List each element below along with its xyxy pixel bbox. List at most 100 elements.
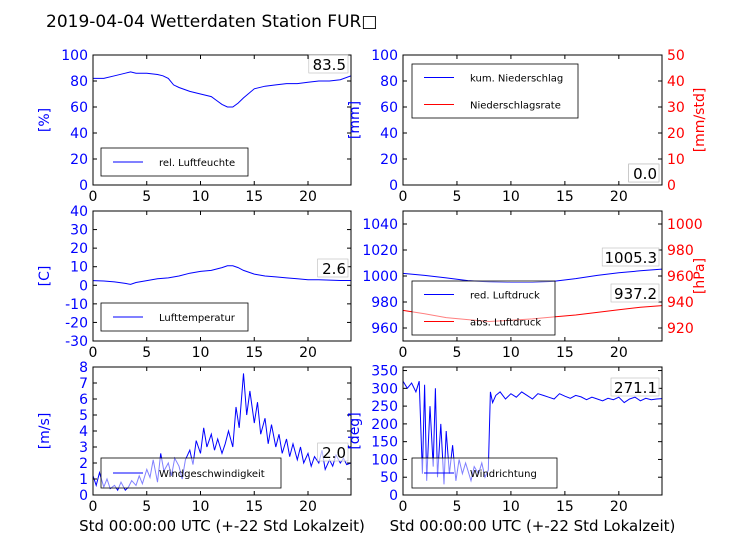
x-tick-label: 0	[89, 189, 98, 205]
y-tick-label: 150	[371, 435, 398, 451]
y-tick-label: 100	[371, 452, 398, 468]
y-tick-label: 0	[389, 178, 398, 194]
y-tick-label: 80	[380, 74, 398, 90]
y-tick-label: 40	[70, 204, 88, 220]
y2-tick-label: 980	[667, 243, 694, 259]
x-tick-label: 15	[556, 345, 574, 361]
y-tick-label: 50	[380, 470, 398, 486]
value-annotation: 0.0	[633, 165, 657, 183]
value-annotation: 937.2	[614, 285, 657, 303]
x-tick-label: 15	[245, 499, 263, 515]
y-tick-label: 40	[380, 126, 398, 142]
y-axis-label: [mm]	[347, 101, 363, 139]
value-annotation-box	[610, 283, 660, 303]
y-tick-label: 8	[79, 360, 88, 376]
y-tick-label: 100	[61, 48, 88, 64]
y2-tick-label: 50	[667, 48, 685, 64]
y2-tick-label: 1000	[667, 217, 703, 233]
y-tick-label: 60	[380, 100, 398, 116]
x-tick-label: 0	[89, 345, 98, 361]
y-tick-label: 250	[371, 399, 398, 415]
value-annotation: 271.1	[614, 379, 657, 397]
y-axis-label: [m/s]	[37, 413, 53, 450]
x-tick-label: 20	[299, 499, 317, 515]
x-tick-label: 0	[399, 499, 408, 515]
value-annotation: 1005.3	[605, 249, 658, 267]
y2-tick-label: 40	[667, 74, 685, 90]
y2-tick-label: 920	[667, 321, 694, 337]
y-tick-label: 7	[79, 376, 88, 392]
y-tick-label: 30	[70, 223, 88, 239]
x-tick-label: 5	[452, 189, 461, 205]
y-tick-label: 80	[70, 74, 88, 90]
y-tick-label: 6	[79, 392, 88, 408]
y2-tick-label: 20	[667, 126, 685, 142]
y-tick-label: 40	[70, 126, 88, 142]
value-annotation-box	[317, 258, 349, 278]
y2-tick-label: 10	[667, 152, 685, 168]
y-tick-label: 5	[79, 408, 88, 424]
y2-tick-label: 960	[667, 269, 694, 285]
x-tick-label: 5	[452, 499, 461, 515]
axes-frame	[402, 54, 663, 186]
x-tick-label: 20	[610, 345, 628, 361]
x-tick-label: 10	[502, 189, 520, 205]
axes-frame	[402, 366, 663, 496]
y-tick-label: 0	[389, 488, 398, 504]
x-tick-label: 5	[142, 189, 151, 205]
y-tick-label: 0	[79, 278, 88, 294]
y2-tick-label: 30	[667, 100, 685, 116]
y-tick-label: 200	[371, 417, 398, 433]
series-line-pressure-0	[403, 268, 662, 283]
y-tick-label: 0	[79, 488, 88, 504]
value-annotation: 83.5	[313, 56, 346, 74]
y-tick-label: 60	[70, 100, 88, 116]
legend-label: Lufttemperatur	[159, 313, 236, 324]
x-tick-label: 0	[399, 189, 408, 205]
y-axis-label: [%]	[37, 108, 53, 132]
x-axis-label: Std 00:00:00 UTC (+-22 Std Lokalzeit)	[390, 517, 676, 535]
y-tick-label: -10	[65, 297, 88, 313]
axes-frame	[92, 210, 352, 342]
y-tick-label: 100	[371, 48, 398, 64]
x-tick-label: 20	[610, 189, 628, 205]
x-tick-label: 5	[142, 345, 151, 361]
legend-label: abs. Luftdruck	[470, 318, 541, 329]
value-annotation: 2.0	[322, 444, 346, 462]
legend-box	[411, 280, 556, 336]
series-line-temperature-0	[93, 265, 351, 285]
x-axis-label: Std 00:00:00 UTC (+-22 Std Lokalzeit)	[79, 517, 365, 535]
legend-box	[411, 63, 579, 119]
y-axis-label: [C]	[37, 266, 53, 287]
x-tick-label: 20	[299, 189, 317, 205]
chart-pressure: 0 5 10 15 20 960 980 1000 1020 1040 920 940 960 980 10…	[362, 210, 708, 361]
x-tick-label: 0	[89, 499, 98, 515]
value-annotation-box	[601, 247, 660, 267]
x-tick-label: 10	[192, 189, 210, 205]
legend-label: Niederschlagsrate	[470, 101, 561, 112]
x-tick-label: 0	[399, 345, 408, 361]
y-tick-label: -20	[65, 315, 88, 331]
y-tick-label: 20	[70, 152, 88, 168]
value-annotation-box	[628, 163, 660, 183]
x-tick-label: 15	[245, 189, 263, 205]
y2-tick-label: 0	[667, 178, 676, 194]
legend-label: Windgeschwindigkeit	[159, 469, 265, 480]
chart-humidity: 0 5 10 15 20 0 20 40 60 80 100 [%] rel. Luftfeuchte 8…	[37, 48, 352, 205]
value-annotation: 2.6	[322, 260, 346, 278]
y-tick-label: 960	[371, 321, 398, 337]
y-tick-label: 4	[79, 424, 88, 440]
series-line-wind_direction-0	[403, 380, 662, 485]
y-tick-label: 0	[79, 178, 88, 194]
y-tick-label: 1020	[362, 243, 398, 259]
x-tick-label: 15	[556, 189, 574, 205]
series-line-humidity-0	[93, 71, 351, 108]
x-tick-label: 15	[556, 499, 574, 515]
y-tick-label: 1	[79, 472, 88, 488]
y-tick-label: 1000	[362, 269, 398, 285]
value-annotation-box	[610, 377, 660, 397]
y-tick-label: 20	[70, 241, 88, 257]
